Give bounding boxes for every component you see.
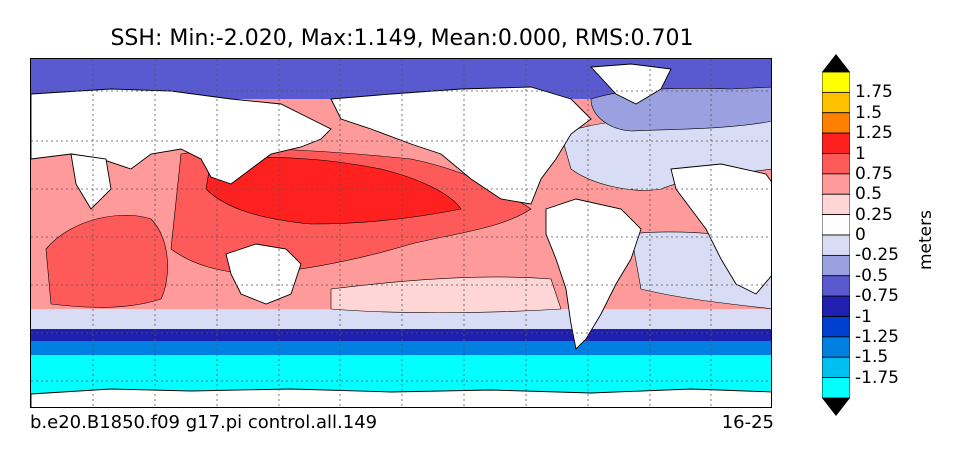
units-label: meters [916, 210, 936, 270]
ocean-acc-band-1 [31, 329, 771, 341]
map-canvas [31, 59, 771, 407]
colorbar-segment [822, 132, 850, 154]
colorbar-over-triangle [822, 54, 850, 72]
colorbar-segment [822, 214, 850, 236]
plot-title: SSH: Min:-2.020, Max:1.149, Mean:0.000, … [110, 26, 694, 51]
africa-land [670, 163, 771, 295]
colorbar-tick-label: 0.25 [855, 204, 893, 225]
indian-ocean-region [45, 214, 168, 308]
colorbar-tick-label: -0.25 [855, 245, 899, 266]
ocean-acc-band-2 [31, 341, 771, 355]
colorbar-tick-label: 0 [855, 225, 866, 245]
colorbar [822, 54, 850, 416]
pacific-core-region [205, 156, 462, 225]
colorbar-tick-label: 1 [855, 143, 866, 164]
colorbar-segment [822, 275, 850, 297]
colorbar-segment [822, 377, 850, 399]
colorbar-segment [822, 356, 850, 379]
colorbar-segment [822, 336, 850, 358]
colorbar-tick-label: 0.75 [855, 163, 893, 184]
india-land [70, 153, 112, 210]
colorbar-tick-label: 0.5 [855, 184, 883, 205]
colorbar-tick-label: 1.75 [855, 82, 893, 103]
colorbar-segment [822, 173, 850, 195]
ssh-map [30, 58, 772, 408]
colorbar-segment [822, 316, 850, 338]
colorbar-tick-label: -1.75 [855, 367, 899, 388]
colorbar-segment [822, 234, 850, 256]
years-label: 16-25 [721, 412, 774, 433]
colorbar-tick-label: -1.5 [855, 347, 889, 368]
colorbar-tick-label: 1.25 [855, 123, 893, 144]
map-gridlines [31, 59, 771, 407]
south-pacific-light [330, 276, 562, 314]
colorbar-segment [822, 193, 850, 216]
colorbar-tick-label: -0.75 [855, 286, 899, 307]
australia-land [225, 243, 302, 305]
colorbar-segment [822, 91, 850, 114]
colorbar-segment [822, 153, 850, 175]
colorbar-tick-label: 1.5 [855, 102, 883, 123]
colorbar-segment [822, 295, 850, 317]
colorbar-segment [822, 254, 850, 277]
colorbar-tick-label: -0.5 [855, 265, 889, 286]
greenland-land [590, 63, 672, 105]
colorbar-segment [822, 71, 850, 93]
south-america-land [545, 198, 642, 350]
colorbar-under-triangle [822, 398, 850, 416]
colorbar-tick-label: -1 [855, 306, 872, 327]
colorbar-segment [822, 112, 850, 134]
antarctica-land [31, 388, 771, 407]
colorbar-tick-label: -1.25 [855, 326, 899, 347]
case-name-label: b.e20.B1850.f09 g17.pi control.all.149 [30, 412, 378, 433]
